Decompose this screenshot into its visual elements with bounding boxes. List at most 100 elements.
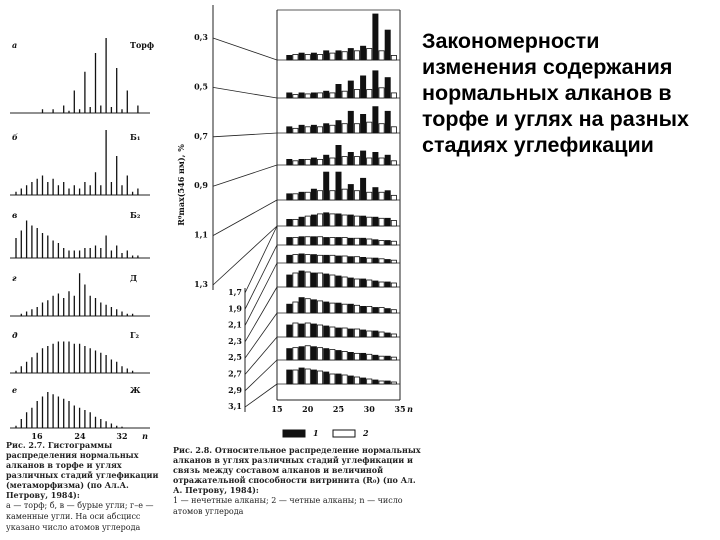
- bar: [366, 216, 373, 227]
- bar: [298, 191, 305, 201]
- bar: [329, 157, 336, 166]
- bar: [310, 124, 317, 134]
- bar: [378, 50, 385, 61]
- bar: [304, 271, 311, 288]
- bar: [384, 110, 391, 134]
- bar: [384, 217, 391, 227]
- connector: [244, 383, 278, 408]
- bar: [323, 273, 330, 288]
- y-label: 2,5: [228, 352, 242, 362]
- x-label: n: [142, 431, 148, 441]
- bar: [366, 305, 373, 314]
- y-label: 0,3: [194, 32, 208, 42]
- bar: [286, 218, 293, 227]
- bar: [372, 216, 379, 227]
- y-label: 0,5: [194, 81, 208, 91]
- bar: [372, 257, 379, 264]
- bar: [286, 303, 293, 314]
- bar: [372, 307, 379, 314]
- bar: [353, 89, 360, 99]
- caption-legend: а — торф; б, в — бурые угли; г–е — камен…: [6, 501, 154, 532]
- bar: [323, 348, 330, 361]
- bar: [341, 214, 348, 227]
- bar: [384, 240, 391, 246]
- panel-letter: д: [12, 330, 18, 340]
- bar: [286, 126, 293, 134]
- bar: [317, 158, 324, 166]
- bar: [372, 239, 379, 246]
- caption-label: Рис. 2.8.: [173, 445, 213, 455]
- connector: [244, 262, 278, 326]
- bar: [292, 218, 299, 227]
- bar: [317, 272, 324, 288]
- bar: [298, 253, 305, 264]
- x-label: 25: [333, 404, 344, 414]
- caption-2-8: Рис. 2.8. Относительное распределение но…: [173, 445, 423, 517]
- bar: [310, 214, 317, 227]
- bar: [384, 281, 391, 288]
- bar: [286, 254, 293, 264]
- bar: [286, 158, 293, 166]
- bar: [390, 220, 397, 227]
- bar: [335, 255, 342, 264]
- bar: [390, 356, 397, 361]
- bar: [323, 237, 330, 246]
- x-label: 35: [394, 404, 405, 414]
- bar: [366, 279, 373, 288]
- connector: [212, 132, 278, 138]
- bar: [329, 254, 336, 264]
- connector: [212, 164, 278, 187]
- bar: [310, 272, 317, 288]
- bar: [341, 188, 348, 201]
- bar: [366, 353, 373, 361]
- bar: [323, 325, 330, 338]
- bar: [341, 255, 348, 264]
- panel-name: Г₂: [130, 330, 140, 340]
- x-label: 15: [271, 404, 282, 414]
- bar: [335, 84, 342, 99]
- bar: [304, 158, 311, 166]
- bar: [360, 114, 367, 134]
- bar: [390, 259, 397, 264]
- bar: [310, 323, 317, 338]
- bar: [390, 282, 397, 288]
- bar: [360, 177, 367, 201]
- connector: [244, 225, 278, 294]
- bar: [310, 254, 317, 264]
- bar: [335, 373, 342, 385]
- bar: [298, 216, 305, 227]
- caption-legend: 1 — нечетные алканы; 2 — четные алканы; …: [173, 496, 403, 516]
- y-label: 0,9: [194, 180, 208, 190]
- panel-name: Д: [130, 273, 137, 283]
- bar: [304, 215, 311, 227]
- bar: [347, 80, 354, 99]
- bar: [335, 50, 342, 61]
- bar: [286, 193, 293, 201]
- bar: [353, 304, 360, 314]
- bar: [310, 92, 317, 99]
- y-label: 0,7: [194, 131, 208, 141]
- bar: [304, 298, 311, 314]
- bar: [286, 55, 293, 61]
- bar: [353, 123, 360, 134]
- connector: [244, 312, 278, 359]
- bar: [390, 55, 397, 61]
- bar: [372, 151, 379, 166]
- bar: [310, 188, 317, 201]
- bar: [310, 236, 317, 246]
- bar: [390, 92, 397, 99]
- bar: [292, 237, 299, 246]
- y-label: 2,9: [228, 385, 242, 395]
- bar: [317, 54, 324, 61]
- bar: [292, 54, 299, 61]
- bar: [390, 126, 397, 134]
- bar: [304, 254, 311, 264]
- bar: [317, 92, 324, 99]
- bar: [384, 332, 391, 338]
- bar: [329, 326, 336, 338]
- bar: [353, 256, 360, 264]
- panel-letter: г: [12, 273, 17, 283]
- bar: [366, 191, 373, 201]
- bar: [298, 158, 305, 166]
